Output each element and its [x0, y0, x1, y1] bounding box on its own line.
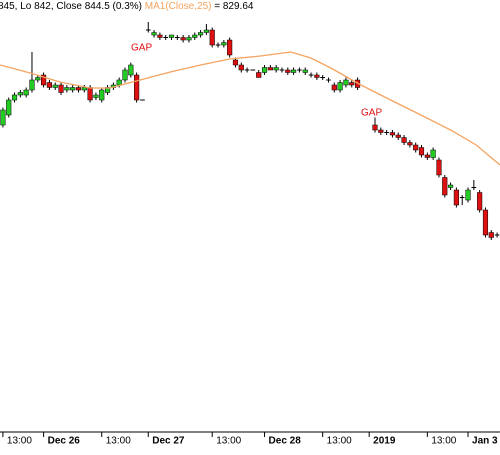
candle-body	[261, 67, 268, 73]
candle-body	[87, 87, 93, 101]
candle-body	[35, 77, 41, 81]
ma-label: MA1(Close,25)	[145, 1, 212, 12]
candle-body	[436, 159, 442, 176]
candle-body	[302, 69, 308, 73]
candle-body	[343, 79, 349, 86]
gap-annotation: GAP	[131, 43, 152, 54]
x-tick-label: 13:00	[106, 436, 131, 447]
candle-body	[93, 94, 99, 98]
candle-body	[401, 137, 407, 143]
candle-body	[180, 37, 186, 41]
candle-body	[448, 184, 454, 188]
ma-line	[0, 51, 500, 166]
candle-body	[349, 82, 355, 86]
x-tick-label: 13:00	[431, 436, 456, 447]
candle-body	[413, 144, 419, 151]
candle-body	[418, 147, 425, 156]
candle-body	[186, 37, 192, 41]
x-tick-label: 13:00	[216, 436, 241, 447]
candle-body	[232, 59, 239, 66]
candle-body	[221, 42, 227, 46]
candle-body	[6, 99, 12, 116]
candle-body	[267, 67, 273, 71]
candle-body	[488, 232, 494, 238]
candle-body	[192, 34, 198, 38]
candle-body	[122, 69, 128, 81]
candle-body	[314, 74, 320, 78]
candle-body	[70, 87, 76, 91]
x-tick-label: 13:00	[327, 436, 352, 447]
candle-body	[256, 72, 262, 78]
gap-annotation: GAP	[361, 108, 382, 119]
candle-body	[41, 74, 47, 86]
candle-body	[273, 67, 279, 71]
candle-body	[52, 84, 58, 88]
candle-body	[99, 89, 105, 101]
candle-body	[116, 79, 122, 86]
candle-body	[75, 87, 82, 91]
x-tick-label: Jan 3	[472, 436, 498, 447]
candle-body	[477, 192, 483, 211]
x-tick-label: Dec 27	[152, 436, 185, 447]
x-tick-label: Dec 28	[269, 436, 302, 447]
candle-body	[0, 109, 6, 126]
candle-body	[128, 64, 134, 76]
candle-body	[424, 154, 430, 158]
candle-body	[46, 82, 52, 88]
header: 845, Lo 842, Close 844.5 (0.3%) MA1(Clos…	[0, 1, 254, 12]
candle-body	[337, 82, 343, 91]
candle-body	[389, 132, 396, 136]
header-text: 845, Lo 842, Close 844.5 (0.3%)	[0, 1, 142, 12]
candle-body	[81, 87, 87, 91]
candle-body	[64, 87, 70, 91]
candle-body	[134, 74, 140, 101]
candle-body	[203, 29, 209, 33]
candle-body	[331, 84, 337, 91]
candle-body	[151, 32, 157, 36]
candle-body	[291, 69, 297, 73]
candle-body	[430, 149, 436, 158]
candle-body	[11, 94, 18, 101]
x-tick-label: Dec 26	[48, 436, 81, 447]
candle-body	[482, 209, 489, 236]
candle-body	[407, 142, 413, 146]
candle-body	[227, 39, 233, 56]
candle-body	[58, 84, 64, 93]
candle-body	[23, 89, 29, 96]
ma-value: = 829.64	[214, 1, 254, 12]
candle-body	[442, 177, 448, 196]
candle-body	[209, 29, 215, 46]
candle-body	[238, 64, 244, 71]
candle-body	[29, 79, 35, 91]
candle-body	[378, 129, 384, 133]
x-tick-label: 2019	[373, 436, 396, 447]
x-tick-label: 13:00	[7, 436, 32, 447]
candle-body	[157, 34, 163, 38]
candle-body	[395, 134, 401, 138]
candle-body	[285, 69, 291, 73]
candle-body	[453, 189, 459, 206]
candle-body	[198, 32, 204, 36]
candle-body	[465, 189, 471, 201]
candle-body	[168, 34, 175, 38]
candle-body	[17, 92, 23, 96]
candle-body	[372, 124, 378, 131]
